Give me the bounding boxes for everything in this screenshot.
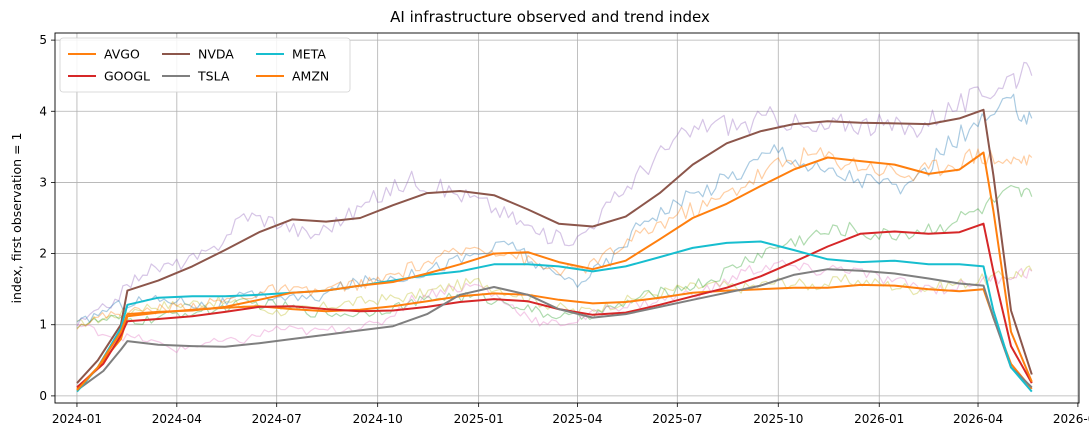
x-tick-label: 2026-01 <box>854 412 904 426</box>
y-tick-label: 5 <box>39 33 47 47</box>
legend-box <box>59 37 351 93</box>
x-tick-label: 2024-04 <box>152 412 202 426</box>
x-tick-label: 2025-10 <box>753 412 803 426</box>
trend-line-amzn <box>76 151 1033 391</box>
y-tick-label: 0 <box>39 389 47 403</box>
x-tick-label: 2026-04 <box>953 412 1003 426</box>
y-tick-label: 1 <box>39 318 47 332</box>
y-tick-label: 4 <box>39 104 47 118</box>
x-axis: 2024-01 2024-04 2024-07 2024-10 2025-01 2025-… <box>52 403 1089 426</box>
grid <box>55 33 1079 403</box>
chart-title: AI infrastructure observed and trend ind… <box>390 8 710 26</box>
x-tick-label: 2024-01 <box>52 412 102 426</box>
legend: AVGO GOOGL NVDA TSLA META AMZN <box>59 37 351 93</box>
observed-series-layer <box>76 61 1033 354</box>
legend-label: NVDA <box>198 47 234 62</box>
legend-label: GOOGL <box>104 69 150 84</box>
x-tick-label: 2024-07 <box>252 412 302 426</box>
y-tick-label: 3 <box>39 175 47 189</box>
trend-line-nvda <box>76 108 1033 384</box>
x-tick-label: 2025-01 <box>454 412 504 426</box>
legend-label: META <box>292 47 326 62</box>
x-tick-label: 2026-07 <box>1053 412 1089 426</box>
y-axis-label: index, first observation = 1 <box>9 133 24 304</box>
trend-line-meta <box>76 240 1033 393</box>
legend-label: AVGO <box>104 47 140 62</box>
x-tick-label: 2024-10 <box>353 412 403 426</box>
observed-line-tsla <box>76 259 1033 354</box>
x-tick-label: 2025-07 <box>652 412 702 426</box>
legend-label: AMZN <box>292 69 329 84</box>
observed-line-meta <box>76 93 1033 323</box>
observed-line-nvda <box>76 61 1033 327</box>
trend-line-tsla <box>76 268 1033 392</box>
trend-series-layer <box>76 108 1033 393</box>
plot-frame <box>54 32 1080 404</box>
y-axis: 0 1 2 3 4 5 <box>39 33 55 403</box>
x-tick-label: 2025-04 <box>552 412 602 426</box>
observed-line-googl <box>76 184 1033 329</box>
y-tick-label: 2 <box>39 247 47 261</box>
legend-label: TSLA <box>197 69 230 84</box>
